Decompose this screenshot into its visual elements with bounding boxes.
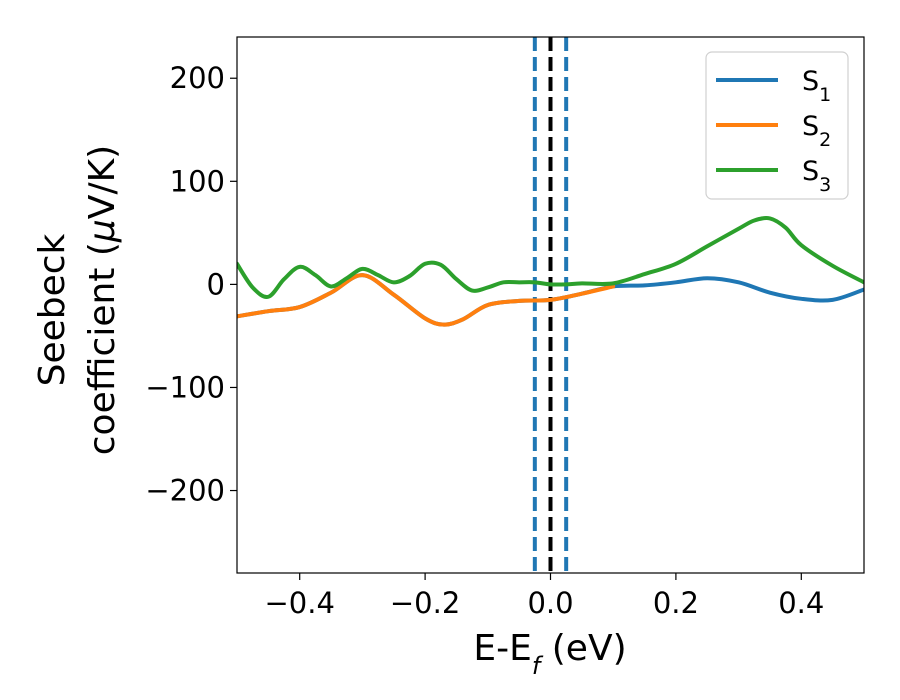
series-line-s3 [237,215,864,299]
fermi-level-markers [532,37,569,573]
x-tick-label: 0.4 [778,586,824,620]
legend-label-s1: S1 [802,66,831,106]
y-tick-label: −100 [145,370,225,404]
x-tick-label: 0.0 [527,586,573,620]
y-tick-label: −200 [145,474,225,508]
x-axis-label: E-Ef (eV) [473,628,626,680]
legend-label-s2: S2 [802,111,831,151]
series-line-s2 [237,273,616,327]
legend: S1 S2 S3 [705,51,849,200]
y-tick-label: 0 [207,267,225,301]
legend-label-s3: S3 [802,156,831,196]
y-tick-label: 200 [170,61,225,95]
x-tick-label: −0.2 [390,586,460,620]
x-tick-label: −0.4 [264,586,334,620]
y-tick-label: 100 [170,164,225,198]
series-layer [237,215,864,327]
y-axis: 200 100 0 −100 −200 [145,61,237,508]
x-axis: −0.4 −0.2 0.0 0.2 0.4 [264,573,824,620]
y-axis-label-line2: coefficient (μV/K) [82,145,123,455]
y-axis-label-line1: Seebeck [32,233,73,386]
x-tick-label: 0.2 [653,586,699,620]
